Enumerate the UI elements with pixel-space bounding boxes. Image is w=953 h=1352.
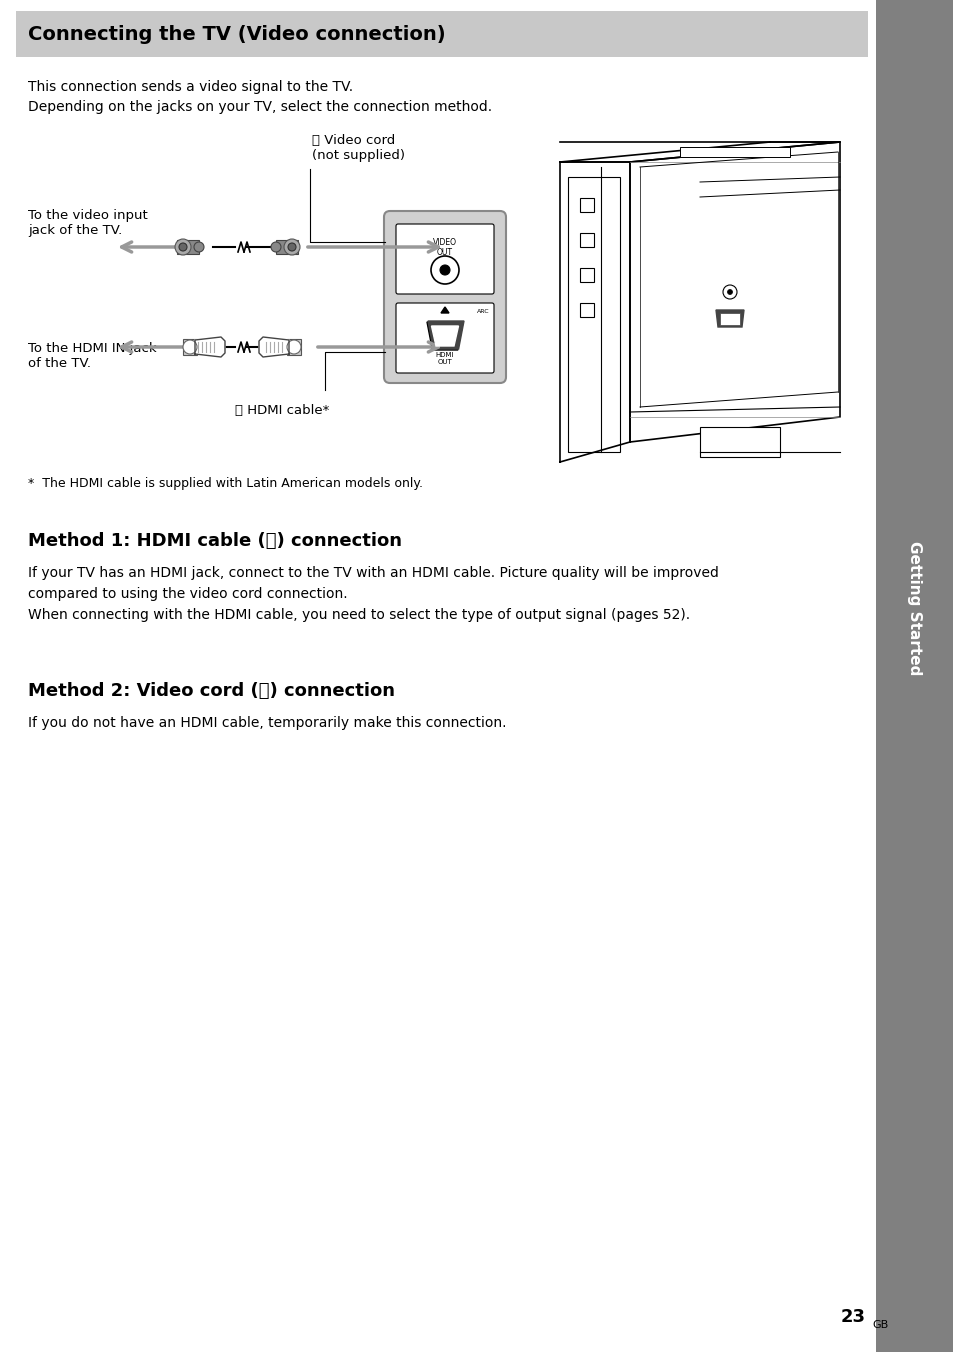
Polygon shape — [194, 337, 225, 357]
Circle shape — [271, 242, 281, 251]
Bar — [700, 427, 780, 457]
Text: 23: 23 — [840, 1307, 865, 1326]
Circle shape — [727, 289, 732, 295]
Circle shape — [284, 239, 299, 256]
Text: This connection sends a video signal to the TV.: This connection sends a video signal to … — [28, 80, 353, 95]
Circle shape — [179, 243, 187, 251]
Polygon shape — [716, 310, 743, 327]
Bar — [177, 241, 199, 254]
Bar — [275, 241, 297, 254]
Polygon shape — [428, 320, 463, 349]
Bar — [720, 314, 740, 324]
Polygon shape — [258, 337, 289, 357]
Text: To the video input
jack of the TV.: To the video input jack of the TV. — [28, 210, 148, 237]
Text: Getting Started: Getting Started — [906, 541, 922, 676]
Text: To the HDMI IN jack
of the TV.: To the HDMI IN jack of the TV. — [28, 342, 156, 370]
Circle shape — [287, 339, 301, 354]
FancyBboxPatch shape — [395, 224, 494, 293]
Circle shape — [288, 243, 295, 251]
Circle shape — [431, 256, 458, 284]
Text: Method 1: HDMI cable (Ⓐ) connection: Method 1: HDMI cable (Ⓐ) connection — [28, 531, 401, 550]
Circle shape — [722, 285, 737, 299]
Circle shape — [183, 339, 196, 354]
Polygon shape — [629, 142, 840, 442]
Bar — [579, 233, 594, 247]
Text: ARC: ARC — [476, 310, 490, 314]
Bar — [579, 303, 594, 316]
Bar — [679, 147, 789, 157]
FancyBboxPatch shape — [384, 211, 505, 383]
Bar — [16, 11, 867, 57]
Circle shape — [174, 239, 191, 256]
Polygon shape — [559, 142, 840, 162]
Text: Depending on the jacks on your TV, select the connection method.: Depending on the jacks on your TV, selec… — [28, 100, 492, 114]
Text: When connecting with the HDMI cable, you need to select the type of output signa: When connecting with the HDMI cable, you… — [28, 608, 689, 622]
Text: If you do not have an HDMI cable, temporarily make this connection.: If you do not have an HDMI cable, tempor… — [28, 717, 506, 730]
Text: HDMI
OUT: HDMI OUT — [436, 352, 454, 365]
Circle shape — [439, 265, 450, 274]
Bar — [579, 268, 594, 283]
Text: Ⓐ HDMI cable*: Ⓐ HDMI cable* — [234, 404, 329, 416]
Text: Ⓑ Video cord
(not supplied): Ⓑ Video cord (not supplied) — [312, 134, 405, 162]
Text: GB: GB — [872, 1320, 888, 1330]
Polygon shape — [427, 322, 462, 350]
Bar — [875, 0, 953, 1352]
Polygon shape — [440, 307, 449, 314]
Text: compared to using the video cord connection.: compared to using the video cord connect… — [28, 587, 347, 602]
FancyBboxPatch shape — [395, 303, 494, 373]
Text: VIDEO
OUT: VIDEO OUT — [433, 238, 456, 257]
Bar — [567, 177, 619, 452]
Polygon shape — [431, 326, 458, 346]
Text: If your TV has an HDMI jack, connect to the TV with an HDMI cable. Picture quali: If your TV has an HDMI jack, connect to … — [28, 566, 719, 580]
Text: Method 2: Video cord (Ⓑ) connection: Method 2: Video cord (Ⓑ) connection — [28, 681, 395, 700]
Bar — [579, 197, 594, 212]
Circle shape — [193, 242, 204, 251]
Text: Connecting the TV (Video connection): Connecting the TV (Video connection) — [28, 24, 445, 43]
Polygon shape — [559, 162, 629, 462]
Bar — [287, 339, 301, 356]
Bar — [183, 339, 196, 356]
Text: *  The HDMI cable is supplied with Latin American models only.: * The HDMI cable is supplied with Latin … — [28, 477, 422, 489]
